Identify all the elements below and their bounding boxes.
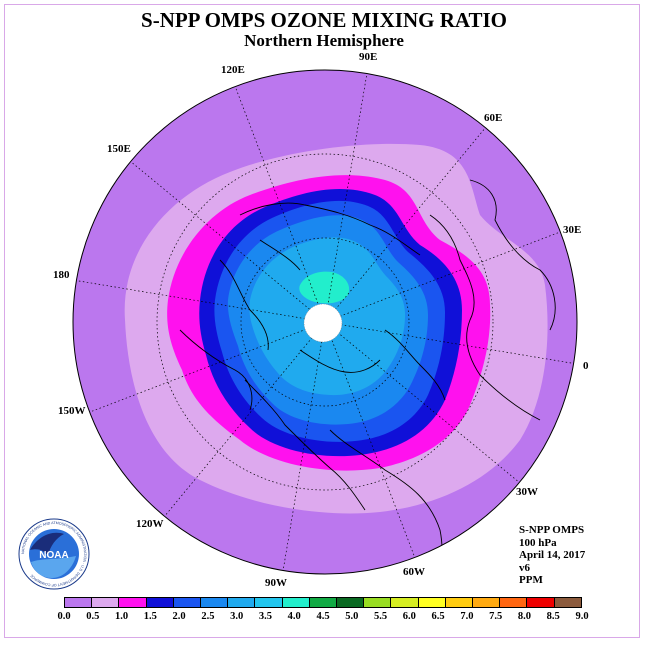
units-label: PPM	[519, 574, 543, 586]
colorbar-segment	[173, 598, 202, 607]
colorbar-tick-label: 2.0	[172, 611, 186, 622]
version-label: v6	[519, 561, 530, 574]
colorbar-segment	[309, 598, 338, 607]
colorbar-segment	[473, 598, 501, 607]
lon-label-60e: 60E	[484, 112, 503, 124]
lon-label-0: 0	[583, 360, 589, 372]
map-subtitle: Northern Hemisphere	[244, 31, 404, 50]
colorbar-segment	[282, 598, 310, 607]
colorbar-tick-label: 4.0	[287, 611, 301, 622]
colorbar-segment	[337, 598, 365, 607]
noaa-logo: NOAA NATIONAL OCEANIC AND ATMOSPHERIC AD…	[18, 518, 90, 590]
lon-label-120e: 120E	[221, 64, 245, 76]
figure-frame	[4, 4, 640, 638]
colorbar-segment	[228, 598, 256, 607]
colorbar-tick-label: 3.0	[230, 611, 244, 622]
map-title: S-NPP OMPS OZONE MIXING RATIO	[141, 8, 507, 32]
colorbar-tick-label: 8.0	[517, 611, 531, 622]
lon-label-30w: 30W	[516, 486, 538, 498]
colorbar-segment	[391, 598, 419, 607]
colorbar-segment	[255, 598, 283, 607]
colorbar-segment	[554, 598, 581, 607]
lon-label-90e: 90E	[359, 51, 378, 63]
globe-outline	[72, 69, 578, 575]
lon-label-30e: 30E	[563, 224, 582, 236]
colorbar-segment	[201, 598, 229, 607]
colorbar-segment	[92, 598, 120, 607]
colorbar-segment	[500, 598, 528, 607]
colorbar-segment	[146, 598, 174, 607]
instrument-label: S-NPP OMPS	[519, 524, 585, 536]
colorbar-tick-label: 5.5	[373, 611, 388, 622]
lon-label-150e: 150E	[107, 143, 131, 155]
lon-label-120w: 120W	[136, 518, 164, 530]
colorbar-ticks: 0.0 0.5 1.0 1.5 2.0 2.5 3.0 3.5 4.0 4.5 5.0 5.5 6.0 6…	[57, 611, 588, 625]
colorbar-segment	[65, 598, 93, 607]
data-info-block: S-NPP OMPS 100 hPa April 14, 2017 v6 PPM	[519, 524, 585, 587]
colorbar-segment	[527, 598, 555, 607]
colorbar-tick-label: 0.5	[86, 611, 100, 622]
colorbar-segment	[418, 598, 446, 607]
noaa-logo-text: NOAA	[39, 550, 68, 561]
lon-label-180: 180	[53, 269, 70, 281]
colorbar-tick-label: 4.5	[316, 611, 330, 622]
ozone-band-3.5-4.0	[299, 271, 350, 304]
colorbar-segment	[364, 598, 392, 607]
polar-no-data-region	[303, 303, 343, 343]
colorbar-tick-label: 6.0	[402, 611, 416, 622]
colorbar-tick-label: 5.0	[345, 611, 359, 622]
pressure-level-label: 100 hPa	[519, 536, 557, 549]
colorbar-segment	[119, 598, 147, 607]
colorbar-tick-label: 9.0	[575, 611, 589, 622]
colorbar-tick-label: 8.5	[546, 611, 560, 622]
lon-label-150w: 150W	[58, 405, 86, 417]
colorbar-tick-label: 6.5	[431, 611, 445, 622]
colorbar-segment	[445, 598, 474, 607]
date-label: April 14, 2017	[519, 549, 586, 561]
colorbar	[64, 597, 582, 608]
coastlines	[179, 179, 556, 574]
colorbar-tick-label: 0.0	[57, 611, 71, 622]
colorbar-tick-label: 3.5	[258, 611, 272, 622]
colorbar-tick-label: 7.5	[489, 611, 503, 622]
colorbar-tick-label: 1.0	[114, 611, 129, 622]
colorbar-tick-label: 7.0	[460, 611, 474, 622]
graticule	[73, 72, 577, 572]
lon-label-90w: 90W	[265, 577, 287, 589]
colorbar-tick-label: 1.5	[143, 611, 157, 622]
lon-label-60w: 60W	[403, 566, 425, 578]
colorbar-tick-label: 2.5	[201, 611, 215, 622]
